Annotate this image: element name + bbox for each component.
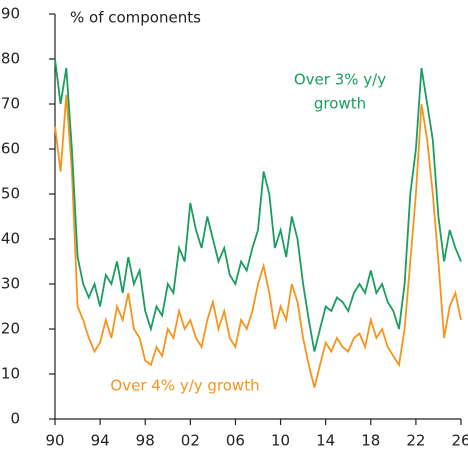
y-tick-label: 80	[1, 50, 20, 68]
y-tick-label: 20	[1, 320, 20, 338]
x-tick-label: 10	[271, 432, 290, 450]
x-tick-label: 26	[451, 432, 468, 450]
annotation: Over 3% y/y	[294, 71, 386, 89]
series-line	[54, 94, 462, 388]
y-tick-label: 90	[1, 5, 20, 23]
x-tick-label: 02	[181, 432, 200, 450]
y-axis-title: % of components	[70, 9, 201, 27]
y-tick-label: 40	[1, 230, 20, 248]
y-tick-label: 10	[1, 365, 20, 383]
x-tick-label: 06	[226, 432, 245, 450]
x-tick-label: 98	[136, 432, 155, 450]
y-tick-label: 50	[1, 185, 20, 203]
x-tick-label: 22	[406, 432, 425, 450]
x-tick-label: 18	[361, 432, 380, 450]
y-tick-label: 0	[10, 410, 20, 428]
series-line	[54, 58, 462, 352]
annotation: Over 4% y/y growth	[110, 377, 259, 395]
x-tick-label: 90	[45, 432, 64, 450]
y-tick-label: 60	[1, 140, 20, 158]
y-tick-label: 30	[1, 275, 20, 293]
x-tick-label: 14	[316, 432, 335, 450]
y-tick-label: 70	[1, 95, 20, 113]
x-tick-label: 94	[91, 432, 110, 450]
annotation: growth	[314, 95, 366, 113]
